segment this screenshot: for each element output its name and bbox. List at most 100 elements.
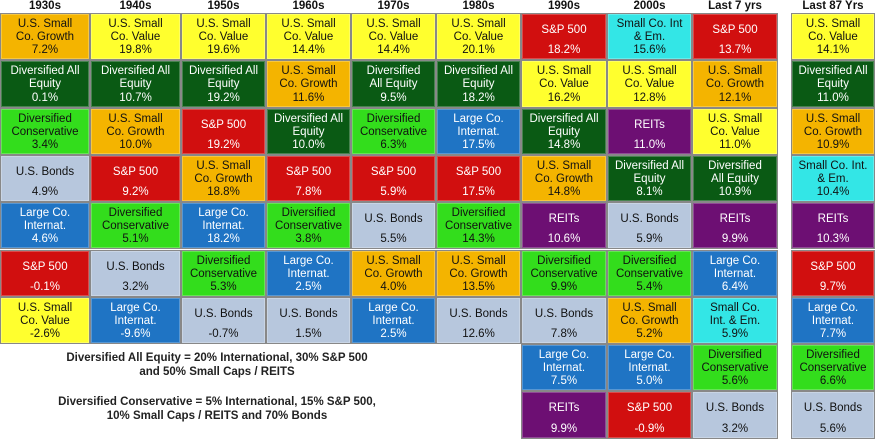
return-cell: U.S. Small Co. Value 20.1% [436, 13, 521, 61]
asset-class-label: S&P 500 [112, 165, 159, 178]
return-value: 19.2% [207, 138, 240, 151]
asset-class-label: Diversified Conservative [101, 207, 170, 233]
asset-class-label: U.S. Small Co. Growth [364, 254, 423, 280]
return-cell: U.S. Small Co. Value 14.4% [351, 13, 436, 61]
return-cell: U.S. Small Co. Growth 14.8% [521, 154, 607, 203]
return-value: 6.3% [380, 138, 407, 151]
asset-class-label: U.S. Small Co. Growth [705, 65, 765, 91]
return-value: 3.4% [31, 138, 59, 151]
asset-class-label: U.S. Bonds [449, 307, 508, 320]
return-cell: S&P 500 9.2% [90, 154, 181, 203]
asset-class-label: U.S. Small Co. Growth [279, 65, 338, 91]
return-value: 15.6% [633, 44, 666, 57]
return-value: 5.2% [636, 328, 663, 341]
asset-class-label: REITs [634, 118, 665, 131]
return-cell: U.S. Small Co. Growth 10.0% [90, 107, 181, 155]
return-cell: U.S. Bonds 3.2% [90, 249, 181, 297]
return-cell: U.S. Bonds 5.6% [791, 391, 875, 439]
asset-class-label: Large Co. Internat. [198, 207, 249, 233]
asset-class-label: Diversified Conservative [615, 254, 684, 280]
note-conservative: Diversified Conservative = 5% Internatio… [58, 396, 376, 422]
return-cell: S&P 500 17.5% [436, 154, 521, 203]
asset-class-label: Diversified All Equity [100, 65, 171, 91]
return-value: -0.9% [634, 422, 665, 435]
return-cell: Diversified All Equity 10.0% [266, 107, 351, 155]
return-cell: Diversified Conservative 3.8% [266, 202, 351, 250]
return-value: 5.4% [636, 280, 663, 293]
return-cell: Diversified Conservative 5.1% [90, 202, 181, 250]
return-value: 10.0% [292, 138, 325, 151]
return-value: 4.0% [380, 280, 407, 293]
column-header: 1940s [119, 0, 152, 12]
asset-class-label: U.S. Small Co. Value [196, 18, 251, 43]
return-cell: U.S. Bonds -0.7% [181, 296, 266, 345]
asset-class-label: U.S. Small Co. Growth [106, 112, 165, 138]
return-cell: U.S. Bonds 1.5% [266, 296, 351, 345]
asset-class-label: Diversified Conservative [444, 207, 513, 233]
asset-class-label: Diversified Conservative [189, 254, 258, 280]
asset-class-label: U.S. Bonds [194, 307, 253, 320]
return-value: 11.0% [817, 91, 849, 104]
asset-class-label: U.S. Bonds [534, 307, 594, 320]
asset-class-label: Large Co. Internat. [110, 301, 161, 327]
return-cell: Large Co. Internat. -9.6% [90, 296, 181, 345]
asset-class-label: U.S. Small Co. Value [622, 65, 677, 91]
return-value: 5.6% [819, 422, 847, 435]
asset-class-label: U.S. Small Co. Growth [15, 18, 75, 43]
asset-class-label: Large Co. Internat. [453, 112, 504, 138]
column-header: Last 87 Yrs [802, 0, 864, 12]
return-cell: S&P 500 7.8% [266, 154, 351, 203]
return-value: 5.3% [210, 280, 237, 293]
return-value: 14.8% [547, 186, 581, 199]
return-cell: U.S. Small Co. Growth 7.2% [0, 13, 90, 61]
asset-class-label: Diversified All Equity [443, 65, 514, 91]
asset-class-label: U.S. Small Co. Value [707, 112, 763, 138]
asset-class-label: U.S. Small Co. Growth [803, 112, 863, 138]
return-value: 18.2% [547, 44, 581, 57]
return-value: 14.4% [377, 44, 410, 57]
return-value: 7.8% [295, 186, 322, 199]
asset-class-label: Small Co. Int & Em. [616, 18, 683, 43]
return-cell: U.S. Small Co. Value 11.0% [692, 107, 778, 155]
return-cell: U.S. Small Co. Value -2.6% [0, 296, 90, 345]
return-cell: S&P 500 18.2% [521, 13, 607, 61]
return-value: 8.1% [636, 186, 663, 199]
asset-class-label: S&P 500 [712, 24, 758, 36]
return-cell: Diversified All Equity 8.1% [607, 154, 692, 203]
return-value: 9.9% [550, 422, 578, 435]
return-value: 7.7% [819, 328, 847, 341]
return-value: 10.6% [547, 233, 581, 246]
asset-class-label: S&P 500 [200, 118, 247, 131]
return-cell: Diversified Conservative 5.6% [692, 344, 778, 392]
return-cell: U.S. Small Co. Growth 18.8% [181, 154, 266, 203]
asset-class-label: S&P 500 [455, 165, 502, 178]
return-cell: U.S. Small Co. Growth 4.0% [351, 249, 436, 297]
column-header: 1980s [462, 0, 495, 12]
asset-class-label: Small Co. Int. & Em. [798, 159, 868, 185]
column-header: 1970s [377, 0, 410, 12]
return-value: -2.6% [29, 328, 61, 341]
return-value: 5.9% [721, 328, 749, 341]
asset-class-label: Large Co. Internat. [807, 301, 859, 327]
return-value: 14.1% [816, 44, 850, 57]
asset-class-label: Diversified Conservative [530, 254, 598, 280]
asset-class-label: S&P 500 [370, 165, 417, 178]
return-value: 14.4% [292, 44, 325, 57]
return-cell: S&P 500 5.9% [351, 154, 436, 203]
return-value: 3.2% [122, 280, 149, 293]
return-cell: U.S. Small Co. Growth 5.2% [607, 296, 692, 345]
asset-class-label: REITs [817, 213, 849, 226]
return-cell: U.S. Small Co. Value 14.4% [266, 13, 351, 61]
asset-class-label: U.S. Small Co. Value [536, 65, 592, 91]
return-value: 7.8% [550, 328, 578, 341]
return-value: 19.8% [119, 44, 152, 57]
return-value: 17.5% [462, 186, 495, 199]
asset-class-label: Large Co. Internat. [538, 349, 590, 375]
return-value: 10.7% [119, 91, 152, 104]
return-cell: Diversified Conservative 6.3% [351, 107, 436, 155]
return-value: 10.9% [718, 186, 752, 199]
asset-class-label: Large Co. Internat. [709, 254, 761, 280]
return-value: -0.1% [29, 280, 61, 293]
asset-class-label: U.S. Small Co. Value [366, 18, 421, 43]
return-cell: Diversified Conservative 5.4% [607, 249, 692, 297]
